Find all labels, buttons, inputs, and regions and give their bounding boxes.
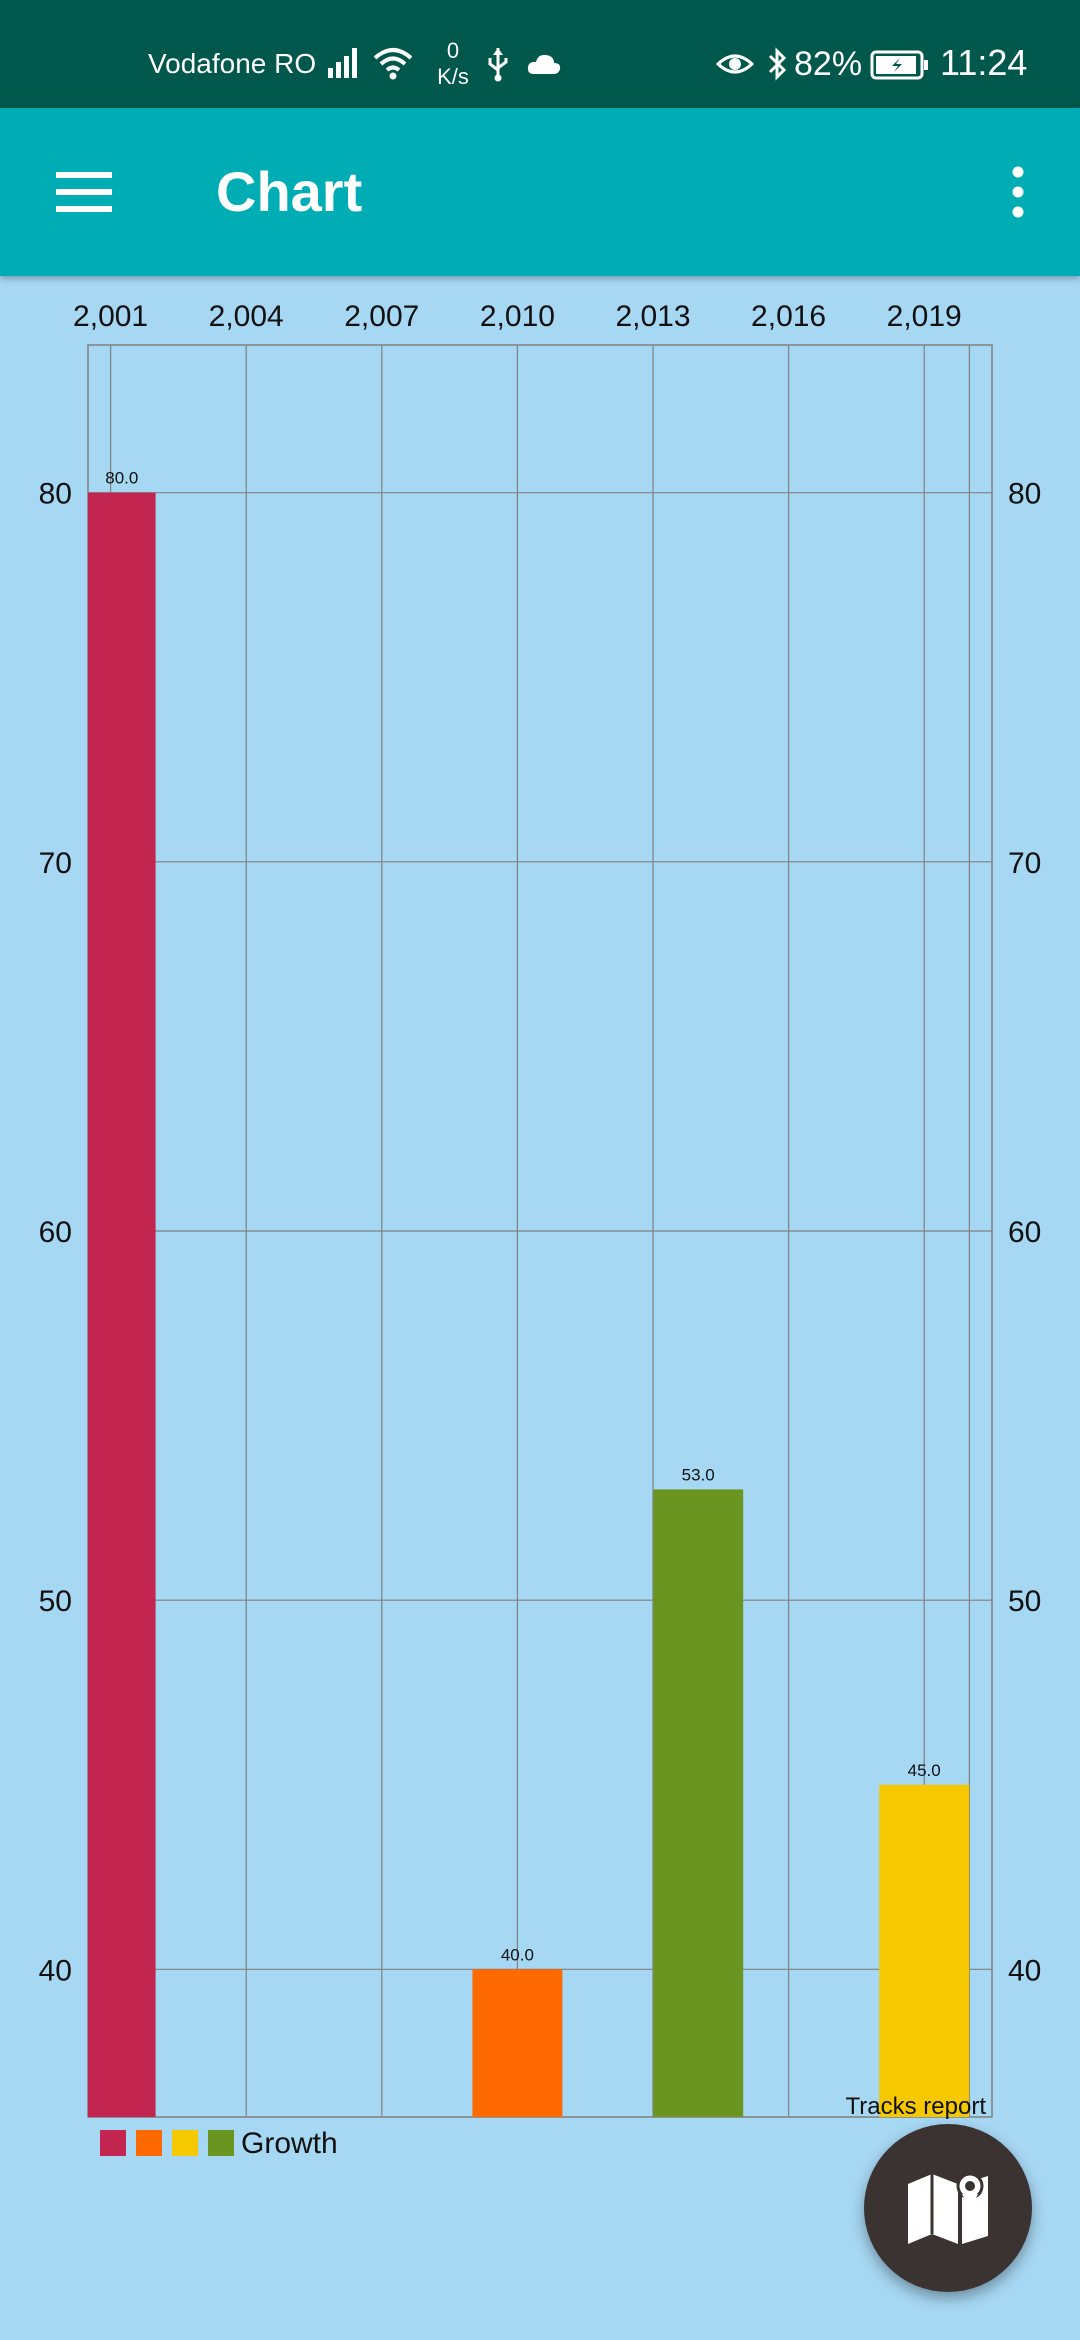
hamburger-menu-icon[interactable] — [48, 164, 120, 220]
y-tick-label-left: 50 — [39, 1585, 72, 1618]
bar — [879, 1784, 970, 2117]
x-tick-label: 2,010 — [480, 300, 555, 333]
x-tick-label: 2,001 — [73, 300, 148, 333]
app-bar: Chart — [0, 108, 1080, 276]
map-icon — [908, 2172, 988, 2244]
y-tick-label-right: 60 — [1008, 1216, 1041, 1249]
cloud-icon — [526, 52, 562, 81]
net-speed: 0 K/s — [428, 38, 478, 90]
y-tick-label-left: 40 — [39, 1954, 72, 1987]
y-tick-label-right: 50 — [1008, 1585, 1041, 1618]
net-speed-value: 0 — [446, 38, 460, 63]
page-title: Chart — [216, 160, 363, 223]
legend-swatch — [100, 2130, 126, 2156]
legend-label: Growth — [241, 2127, 338, 2160]
battery-percent: 82% — [794, 45, 863, 83]
y-tick-label-right: 80 — [1008, 478, 1041, 511]
y-tick-label-left: 60 — [39, 1216, 72, 1249]
bar-chart: 80 80 70 70 60 60 50 50 40 40 2,001 2,004 2,007 2,010… — [39, 300, 1042, 2120]
clock: 11:24 — [940, 42, 1028, 83]
legend-swatch — [136, 2130, 162, 2156]
y-tick-label-right: 40 — [1008, 1954, 1041, 1987]
eye-comfort-icon — [715, 50, 755, 83]
carrier-name: Vodafone RO — [148, 48, 317, 79]
status-bar: Vodafone RO 0 K/s — [0, 0, 1080, 108]
wifi-icon — [372, 46, 414, 85]
bar — [472, 1969, 563, 2117]
bar — [88, 492, 156, 2118]
chart-description: Tracks report — [846, 2093, 987, 2120]
y-tick-label-left: 70 — [39, 847, 72, 880]
bar-value-label: 40.0 — [501, 1945, 534, 1964]
bluetooth-icon — [766, 46, 788, 87]
net-speed-unit: K/s — [437, 64, 469, 89]
signal-icon — [328, 46, 362, 83]
more-vert-icon[interactable] — [1000, 164, 1036, 220]
x-tick-label: 2,013 — [615, 300, 690, 333]
y-tick-label-left: 80 — [39, 478, 72, 511]
battery-icon — [870, 50, 930, 85]
x-tick-label: 2,004 — [209, 300, 284, 333]
bar — [653, 1489, 744, 2117]
bar-value-label: 80.0 — [105, 469, 138, 488]
usb-icon — [486, 46, 510, 87]
legend-swatch — [208, 2130, 234, 2156]
x-tick-label: 2,019 — [887, 300, 962, 333]
bar-value-label: 45.0 — [908, 1761, 941, 1780]
y-tick-label-right: 70 — [1008, 847, 1041, 880]
x-tick-label: 2,007 — [344, 300, 419, 333]
bar-value-label: 53.0 — [682, 1465, 715, 1484]
legend-swatch — [172, 2130, 198, 2156]
x-tick-label: 2,016 — [751, 300, 826, 333]
map-button[interactable] — [864, 2124, 1032, 2292]
